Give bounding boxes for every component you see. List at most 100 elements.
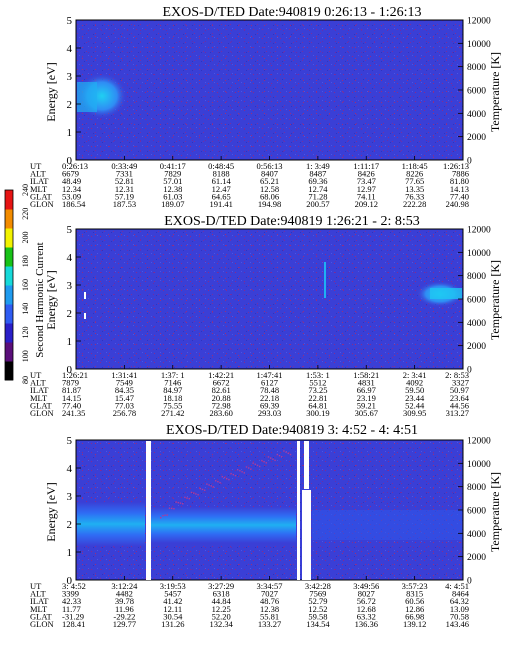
ephemeris-value: 59.50: [405, 385, 424, 395]
trace-dot: [230, 472, 232, 475]
ephemeris-row-label: GLAT: [30, 611, 53, 621]
ephemeris-value: 0:48:45: [208, 161, 234, 171]
colorbar-tick-label: 180: [21, 255, 30, 267]
ephemeris-value: 11.77: [62, 604, 81, 614]
panel-2-ephemeris: UT 1:26:21 1:31:41 1:37: 1 1:42:21 1:47:41 1:5…: [30, 370, 470, 418]
colorbar-swatch: [5, 285, 13, 305]
ephemeris-value: 132.34: [209, 619, 233, 629]
trace-dot: [254, 463, 256, 465]
ephemeris-value: 74.11: [357, 191, 376, 201]
ephemeris-value: 1:37: 1: [161, 370, 185, 380]
y-right-tick-label: 6000: [467, 87, 486, 97]
ephemeris-value: 23.19: [357, 393, 376, 403]
ephemeris-value: 41.42: [163, 596, 182, 606]
ephemeris-value: 2: 3:41: [403, 370, 427, 380]
ephemeris-value: 129.77: [113, 619, 136, 629]
trace-dot: [239, 470, 241, 472]
ephemeris-value: 20.88: [212, 393, 231, 403]
ephemeris-value: 22.81: [308, 393, 327, 403]
trace-dot: [237, 469, 239, 471]
y-right-tick-label: 6000: [467, 296, 486, 306]
colorbar-tick-label: 240: [21, 184, 30, 196]
panel-3-y-right-ticks: 0 2000 4000 6000 8000 10000 12000: [458, 437, 491, 587]
ephemeris-value: 191.41: [209, 199, 232, 209]
ephemeris-value: 4482: [116, 589, 133, 599]
colorbar-ticks: 80 100 120 140 160 180 200 220 240: [21, 184, 30, 384]
trace-dot: [210, 485, 212, 487]
ephemeris-value: 12.86: [405, 604, 424, 614]
ephemeris-value: 57.19: [115, 191, 134, 201]
ephemeris-value: 1:47:41: [257, 370, 283, 380]
ephemeris-value: 57.01: [163, 176, 182, 186]
colorbar-swatch: [5, 209, 13, 229]
ephemeris-row-label: MLT: [30, 184, 48, 194]
panel-2-title: EXOS-D/TED Date:940819 1:26:21 - 2: 8:53: [164, 214, 419, 229]
ephemeris-value: 256.78: [113, 408, 136, 418]
trace-dot: [182, 503, 184, 505]
ephemeris-value: 48.49: [62, 176, 81, 186]
trace-dot: [256, 464, 259, 467]
ephemeris-value: 1:31:41: [111, 370, 137, 380]
ephemeris-row-label: GLAT: [30, 400, 53, 410]
ephemeris-value: 84.97: [163, 385, 182, 395]
ephemeris-value: 12.47: [212, 184, 231, 194]
ephemeris-row-label: GLON: [30, 619, 54, 629]
ephemeris-value: 59.58: [308, 611, 327, 621]
trace-dot: [287, 452, 289, 455]
ephemeris-value: 12.74: [308, 184, 328, 194]
ephemeris-value: 6679: [62, 169, 79, 179]
trace-dot: [263, 460, 265, 463]
y-tick-label: 4: [67, 463, 73, 475]
trace-dot: [162, 515, 164, 517]
panel-3-data-gap-2: [297, 441, 300, 580]
trace-dot: [281, 456, 283, 458]
ephemeris-row-label: ILAT: [30, 176, 49, 186]
trace-dot: [201, 488, 204, 491]
ephemeris-value: 13.35: [405, 184, 424, 194]
ephemeris-value: 55.81: [260, 611, 279, 621]
y-tick-label: 3: [67, 71, 73, 83]
y-right-tick-label: 6000: [467, 507, 486, 517]
ephemeris-value: 52.79: [308, 596, 327, 606]
trace-dot: [232, 473, 234, 476]
ephemeris-value: 73.25: [308, 385, 327, 395]
ephemeris-value: 189.07: [161, 199, 184, 209]
ephemeris-value: 52.20: [212, 611, 231, 621]
ephemeris-value: 1:53: 1: [306, 370, 330, 380]
ephemeris-value: 8315: [406, 589, 423, 599]
colorbar-swatches: [5, 190, 13, 381]
panel-3-ylabel-right: Temperature [K]: [488, 472, 502, 552]
y-right-tick-label: 0: [467, 366, 472, 376]
y-right-tick-label: 10000: [467, 249, 491, 259]
ephemeris-value: 42.33: [62, 596, 81, 606]
y-tick-label: 2: [67, 99, 73, 111]
ephemeris-value: 61.14: [212, 176, 232, 186]
ephemeris-value: 12.38: [163, 184, 182, 194]
y-right-tick-label: 4000: [467, 110, 486, 120]
ephemeris-value: 240.98: [446, 199, 469, 209]
trace-dot: [171, 507, 173, 510]
trace-dot: [164, 514, 166, 516]
ephemeris-value: 186.54: [62, 199, 86, 209]
ephemeris-value: 50.97: [450, 385, 469, 395]
ephemeris-value: 13.09: [450, 604, 469, 614]
ephemeris-value: 313.27: [446, 408, 469, 418]
ephemeris-value: 77.40: [62, 400, 81, 410]
ephemeris-value: 12.97: [357, 184, 376, 194]
ephemeris-row-label: MLT: [30, 604, 48, 614]
ephemeris-value: 1: 3:49: [306, 161, 330, 171]
ephemeris-value: 82.61: [212, 385, 231, 395]
ephemeris-value: -31.29: [62, 611, 84, 621]
colorbar: 80 100 120 140 160 180 200 220 240 Second Harmon…: [4, 184, 46, 384]
y-tick-label: 5: [67, 224, 73, 236]
ephemeris-row-label: ILAT: [30, 385, 49, 395]
ephemeris-row-label: UT: [30, 161, 42, 171]
ephemeris-value: 6318: [213, 589, 230, 599]
panel-3: EXOS-D/TED Date:940819 3: 4:52 - 4: 4:51…: [30, 423, 502, 629]
y-tick-label: 1: [67, 547, 73, 559]
trace-dot: [250, 468, 252, 470]
ephemeris-value: 1:42:21: [208, 370, 234, 380]
ephemeris-value: 64.32: [450, 596, 469, 606]
ephemeris-value: 81.87: [62, 385, 81, 395]
panel-2-narrow-spike: [324, 262, 326, 298]
